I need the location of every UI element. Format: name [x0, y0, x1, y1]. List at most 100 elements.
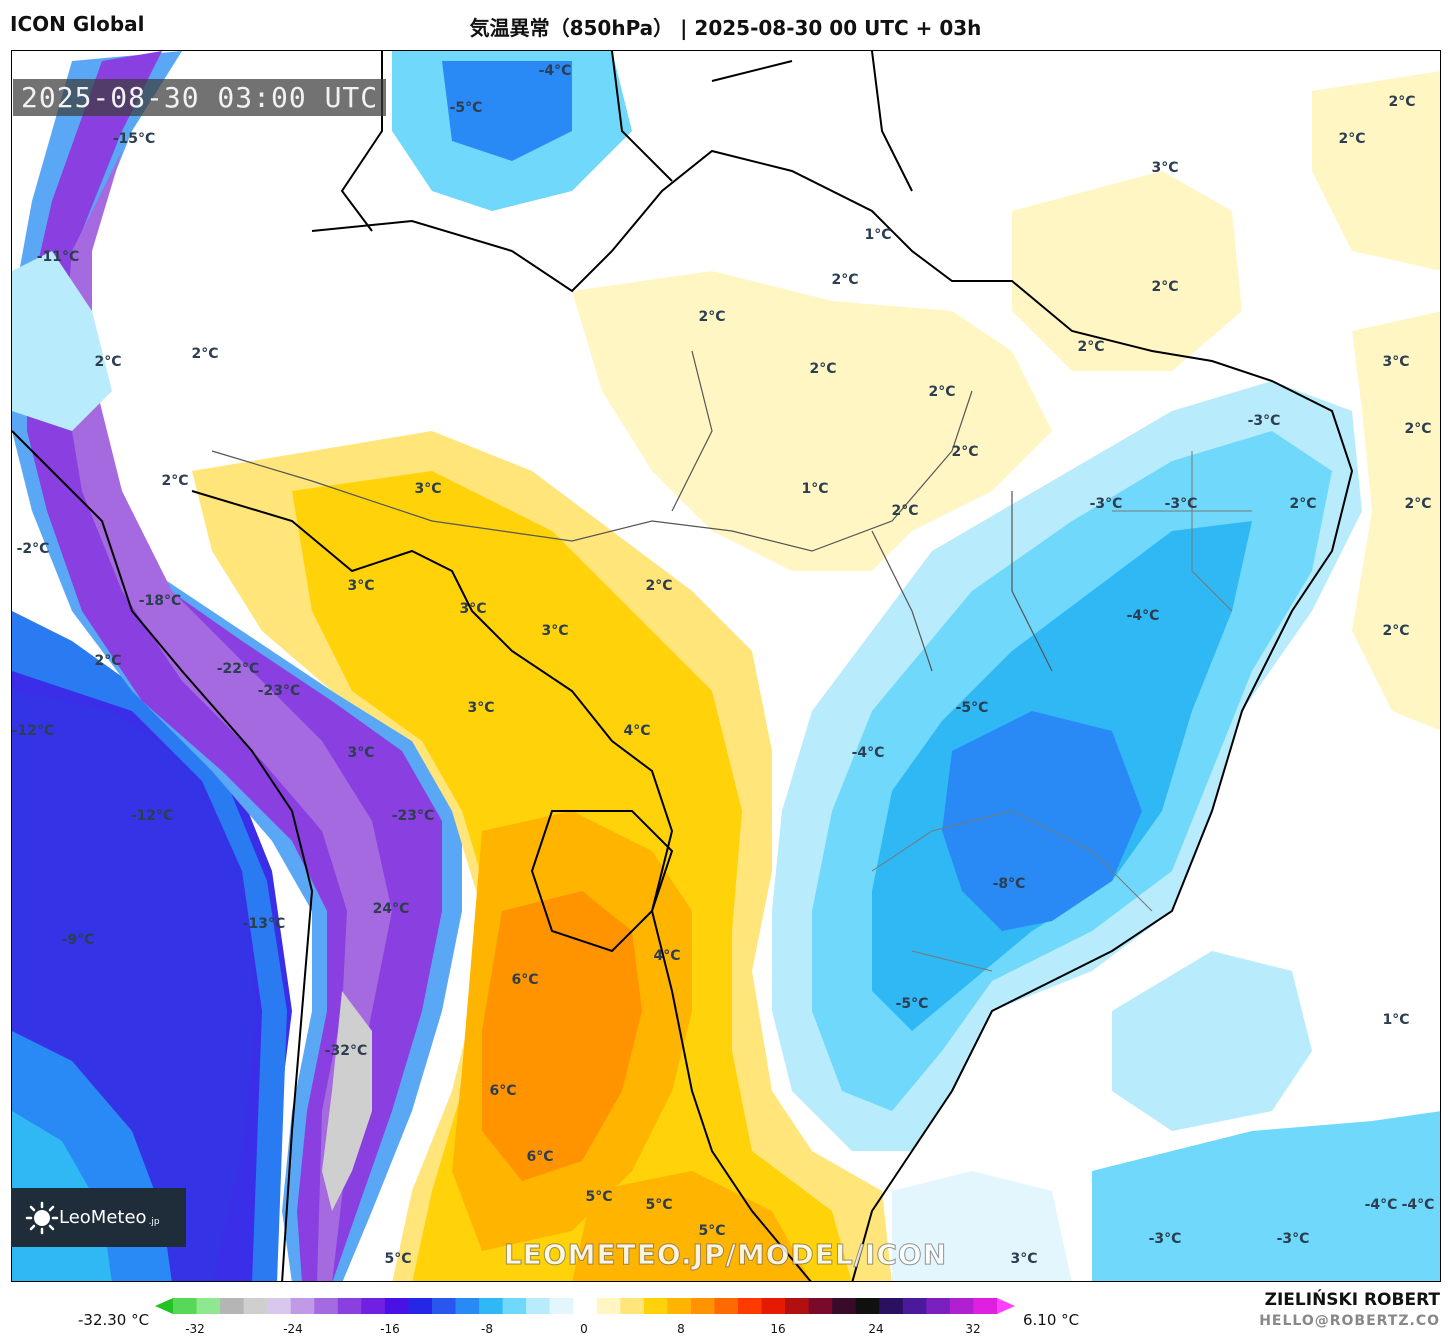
- contour-label: 2°C: [928, 384, 956, 400]
- contour-label: -4°C: [1126, 608, 1160, 624]
- contour-label: 6°C: [511, 972, 539, 988]
- colorbar-swatch: [785, 1298, 810, 1314]
- contour-label: 2°C: [1382, 623, 1410, 639]
- contour-label: 4°C: [623, 723, 651, 739]
- colorbar-swatch: [761, 1298, 786, 1314]
- contour-label: 2°C: [698, 309, 726, 325]
- colorbar-swatch: [902, 1298, 927, 1314]
- contour-label: 3°C: [1382, 354, 1410, 370]
- contour-label: 1°C: [1382, 1012, 1410, 1028]
- colorbar-tick: 24: [868, 1322, 884, 1336]
- logo-text: LeoMeteo: [59, 1207, 147, 1228]
- colorbar-max-arrow: [997, 1298, 1015, 1314]
- colorbar: [155, 1298, 1015, 1314]
- contour-label: 5°C: [645, 1197, 673, 1213]
- colorbar-tick: 16: [770, 1322, 786, 1336]
- contour-label: 6°C: [526, 1149, 554, 1165]
- colorbar-swatch: [526, 1298, 551, 1314]
- colorbar-swatch: [479, 1298, 504, 1314]
- colorbar-swatch: [337, 1298, 362, 1314]
- colorbar-swatch: [196, 1298, 221, 1314]
- contour-label: 6°C: [489, 1083, 517, 1099]
- colorbar-swatch: [596, 1298, 621, 1314]
- contour-label: 2°C: [809, 361, 837, 377]
- contour-label: -22°C: [216, 661, 260, 677]
- contour-label: -9°C: [61, 932, 95, 948]
- colorbar-tick: 32: [965, 1322, 981, 1336]
- colorbar-swatch: [620, 1298, 645, 1314]
- contour-label: 2°C: [891, 503, 919, 519]
- colorbar-swatch: [243, 1298, 268, 1314]
- contour-label: -32°C: [324, 1043, 368, 1059]
- contour-label: -3°C: [1164, 496, 1198, 512]
- contour-label: -3°C: [1089, 496, 1123, 512]
- contour-label: 2°C: [161, 473, 189, 489]
- contour-label: -4°C: [538, 63, 572, 79]
- colorbar-swatch: [408, 1298, 433, 1314]
- colorbar-swatch: [738, 1298, 763, 1314]
- colorbar-swatch: [267, 1298, 292, 1314]
- contour-label: 3°C: [414, 481, 442, 497]
- colorbar-swatch: [431, 1298, 457, 1314]
- colorbar-tick: -16: [380, 1322, 400, 1336]
- contour-label: -23°C: [257, 683, 301, 699]
- colorbar-swatch: [690, 1298, 716, 1314]
- contour-label: 2°C: [191, 346, 219, 362]
- contour-label: 4°C: [653, 948, 681, 964]
- logo-suffix: .jp: [148, 1216, 160, 1227]
- contour-label: 2°C: [951, 444, 979, 460]
- colorbar-swatch: [667, 1298, 692, 1314]
- contour-label: 1°C: [801, 481, 829, 497]
- contour-label: -15°C: [112, 131, 156, 147]
- colorbar-swatch: [173, 1298, 198, 1314]
- contour-label: -8°C: [992, 876, 1026, 892]
- colorbar-swatch: [455, 1298, 480, 1314]
- map-title: 気温異常（850hPa） | 2025-08-30 00 UTC + 03h: [469, 16, 982, 40]
- contour-label: 3°C: [347, 578, 375, 594]
- contour-label: -12°C: [130, 808, 174, 824]
- contour-label: 2°C: [831, 272, 859, 288]
- contour-label: -3°C: [1247, 413, 1281, 429]
- contour-label: 3°C: [347, 745, 375, 761]
- contour-label: -13°C: [242, 916, 286, 932]
- colorbar-swatch: [384, 1298, 410, 1314]
- colorbar-swatch: [220, 1298, 245, 1314]
- colorbar-swatch: [502, 1298, 527, 1314]
- author-email[interactable]: HELLO@ROBERTZ.CO: [1259, 1313, 1440, 1329]
- model-name: ICON Global: [10, 12, 145, 36]
- contour-label: 24°C: [372, 901, 410, 917]
- colorbar-swatch: [549, 1298, 574, 1314]
- contour-label: -23°C: [391, 808, 435, 824]
- contour-label: 1°C: [864, 227, 892, 243]
- colorbar-swatch: [855, 1298, 880, 1314]
- contour-label: 3°C: [467, 700, 495, 716]
- colorbar-max-label: 6.10 °C: [1023, 1311, 1080, 1329]
- contour-label: 2°C: [94, 653, 122, 669]
- colorbar-swatch: [879, 1298, 904, 1314]
- contour-label: 5°C: [698, 1223, 726, 1239]
- contour-label: -5°C: [895, 996, 929, 1012]
- contour-label: 2°C: [1289, 496, 1317, 512]
- contour-label: -4°C: [1401, 1197, 1435, 1213]
- colorbar-swatch: [926, 1298, 951, 1314]
- colorbar-swatch: [808, 1298, 833, 1314]
- contour-label: 3°C: [1151, 160, 1179, 176]
- contour-label: 2°C: [1151, 279, 1179, 295]
- colorbar-tick: -32: [185, 1322, 205, 1336]
- contour-label: -4°C: [1364, 1197, 1398, 1213]
- contour-label: 2°C: [94, 354, 122, 370]
- contour-label: 2°C: [1077, 339, 1105, 355]
- contour-label: -11°C: [36, 249, 80, 265]
- colorbar-swatch: [573, 1298, 598, 1314]
- contour-label: 3°C: [1010, 1251, 1038, 1267]
- colorbar-swatch: [361, 1298, 386, 1314]
- contour-label: 3°C: [541, 623, 569, 639]
- leometeo-logo[interactable]: LeoMeteo .jp: [11, 1188, 186, 1247]
- colorbar-min-label: -32.30 °C: [78, 1311, 150, 1329]
- colorbar-tick: 0: [580, 1322, 588, 1336]
- colorbar-tick: -8: [481, 1322, 493, 1336]
- contour-label: 2°C: [1388, 94, 1416, 110]
- colorbar-swatch: [314, 1298, 339, 1314]
- colorbar-swatch: [832, 1298, 857, 1314]
- contour-label: 2°C: [1338, 131, 1366, 147]
